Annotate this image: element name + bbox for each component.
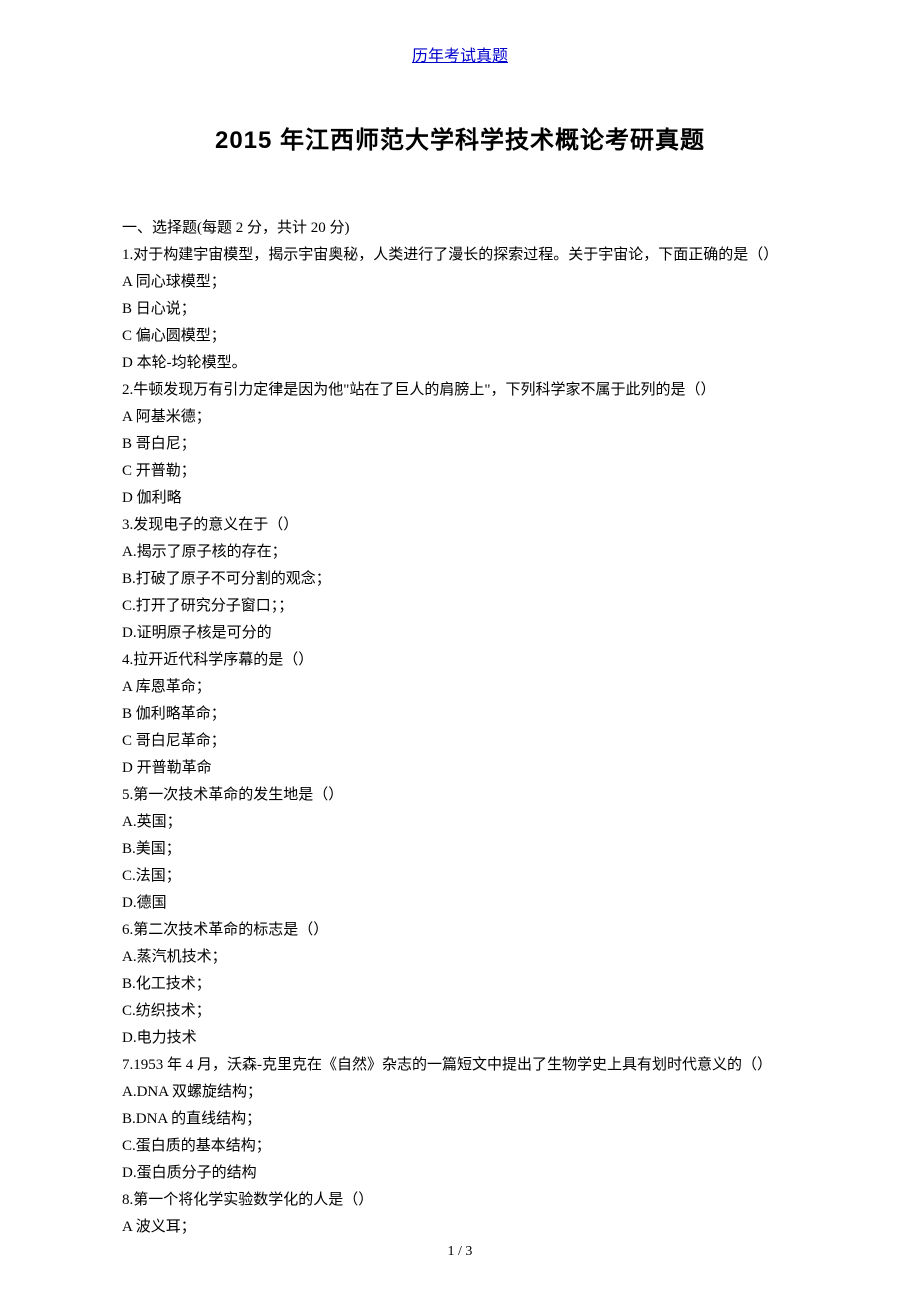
question-option: A 库恩革命； <box>122 674 810 701</box>
page-title: 2015 年江西师范大学科学技术概论考研真题 <box>0 120 920 155</box>
question-option: A 波义耳； <box>122 1214 810 1241</box>
question-option: D 开普勒革命 <box>122 755 810 782</box>
question-option: C.蛋白质的基本结构； <box>122 1133 810 1160</box>
question-option: A 阿基米德； <box>122 404 810 431</box>
page-number: 1 / 3 <box>448 1244 473 1259</box>
question-option: C 哥白尼革命； <box>122 728 810 755</box>
question-option: A.DNA 双螺旋结构； <box>122 1079 810 1106</box>
question-option: D.蛋白质分子的结构 <box>122 1160 810 1187</box>
question-stem: 3.发现电子的意义在于（） <box>122 512 810 539</box>
question-option: C.法国； <box>122 863 810 890</box>
question-option: D 伽利略 <box>122 485 810 512</box>
question-option: C 开普勒； <box>122 458 810 485</box>
question-option: B.打破了原子不可分割的观念； <box>122 566 810 593</box>
content-body: 一、选择题(每题 2 分，共计 20 分) 1.对于构建宇宙模型，揭示宇宙奥秘，… <box>0 215 920 1241</box>
question-option: B.化工技术； <box>122 971 810 998</box>
question-stem: 4.拉开近代科学序幕的是（） <box>122 647 810 674</box>
question-option: D.电力技术 <box>122 1025 810 1052</box>
question-stem: 1.对于构建宇宙模型，揭示宇宙奥秘，人类进行了漫长的探索过程。关于宇宙论，下面正… <box>122 242 810 269</box>
question-option: C.打开了研究分子窗口；； <box>122 593 810 620</box>
header-link-text[interactable]: 历年考试真题 <box>412 48 508 65</box>
question-option: D.证明原子核是可分的 <box>122 620 810 647</box>
question-option: B.美国； <box>122 836 810 863</box>
question-option: B.DNA 的直线结构； <box>122 1106 810 1133</box>
question-option: B 日心说； <box>122 296 810 323</box>
section-heading: 一、选择题(每题 2 分，共计 20 分) <box>122 215 810 242</box>
question-option: B 伽利略革命； <box>122 701 810 728</box>
page-footer: 1 / 3 <box>0 1244 920 1260</box>
question-stem: 5.第一次技术革命的发生地是（） <box>122 782 810 809</box>
question-option: A.蒸汽机技术； <box>122 944 810 971</box>
question-option: A.英国； <box>122 809 810 836</box>
question-option: C.纺织技术； <box>122 998 810 1025</box>
question-option: A.揭示了原子核的存在； <box>122 539 810 566</box>
question-option: B 哥白尼； <box>122 431 810 458</box>
question-option: C 偏心圆模型； <box>122 323 810 350</box>
question-stem: 2.牛顿发现万有引力定律是因为他"站在了巨人的肩膀上"，下列科学家不属于此列的是… <box>122 377 810 404</box>
question-option: D 本轮-均轮模型。 <box>122 350 810 377</box>
question-option: A 同心球模型； <box>122 269 810 296</box>
question-stem: 7.1953 年 4 月，沃森-克里克在《自然》杂志的一篇短文中提出了生物学史上… <box>122 1052 810 1079</box>
question-option: D.德国 <box>122 890 810 917</box>
question-stem: 6.第二次技术革命的标志是（） <box>122 917 810 944</box>
question-stem: 8.第一个将化学实验数学化的人是（） <box>122 1187 810 1214</box>
header-link: 历年考试真题 <box>0 0 920 66</box>
